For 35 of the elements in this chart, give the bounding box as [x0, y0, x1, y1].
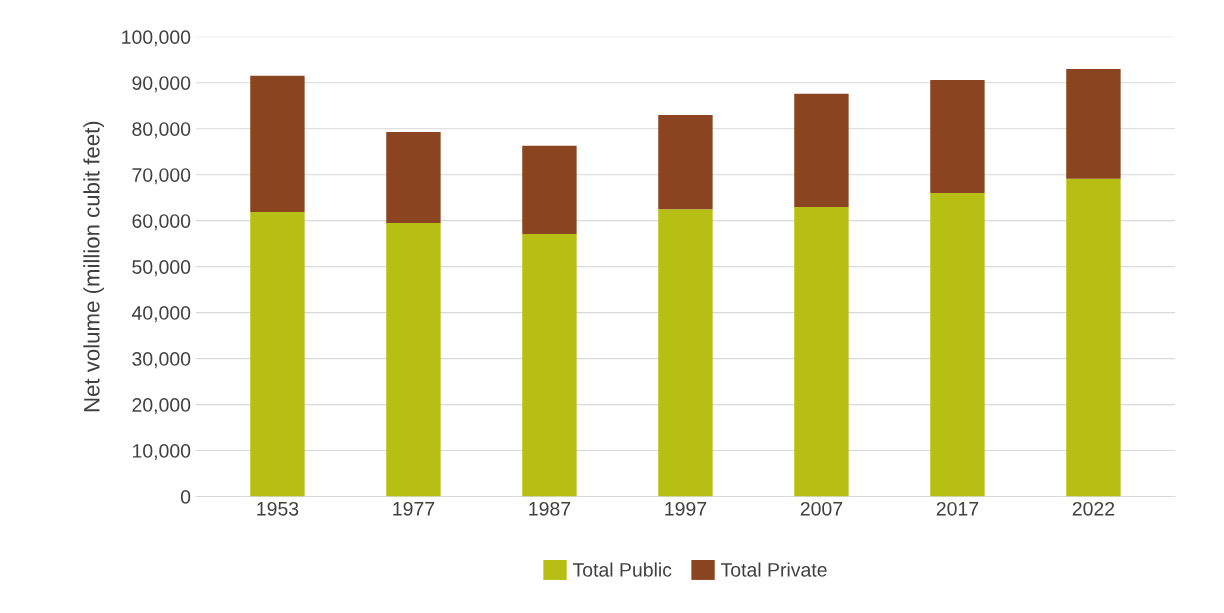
- bar: [930, 193, 985, 497]
- bar: [522, 234, 577, 497]
- bar: [386, 222, 441, 497]
- bar: [930, 80, 985, 194]
- bar: [794, 93, 849, 207]
- bar: [1066, 68, 1121, 179]
- x-tick-label: 1953: [257, 501, 299, 516]
- y-tick-label: 0: [180, 490, 191, 504]
- y-tick-label: 20,000: [132, 398, 191, 415]
- bar: [658, 209, 713, 497]
- bar: [386, 131, 441, 223]
- x-tick-label: 1997: [665, 501, 707, 516]
- legend-label: Total Private: [720, 562, 827, 577]
- y-tick-label: 70,000: [132, 168, 191, 185]
- y-tick-label: 100,000: [122, 30, 191, 47]
- x-tick-label: 2007: [800, 501, 843, 516]
- y-tick-label: 50,000: [132, 260, 191, 277]
- y-tick-label: 60,000: [132, 214, 191, 231]
- bar: [794, 206, 849, 497]
- x-tick-label: 1977: [393, 501, 435, 516]
- y-tick-label: 30,000: [132, 352, 191, 369]
- y-axis-title: Net volume (million cubit feet): [83, 121, 105, 412]
- x-tick-label: 2022: [1072, 501, 1115, 516]
- bar: [250, 211, 305, 497]
- y-tick-label: 90,000: [132, 76, 191, 93]
- y-tick-label: 10,000: [132, 444, 191, 461]
- bar: [522, 145, 577, 235]
- legend-label: Total Public: [572, 562, 672, 577]
- bar: [658, 114, 713, 210]
- x-tick-label: 2017: [936, 501, 979, 516]
- y-tick-label: 40,000: [131, 306, 191, 323]
- y-tick-label: 80,000: [132, 122, 191, 139]
- bar: [1066, 178, 1121, 497]
- x-tick-label: 1987: [529, 501, 571, 516]
- bar: [250, 75, 305, 212]
